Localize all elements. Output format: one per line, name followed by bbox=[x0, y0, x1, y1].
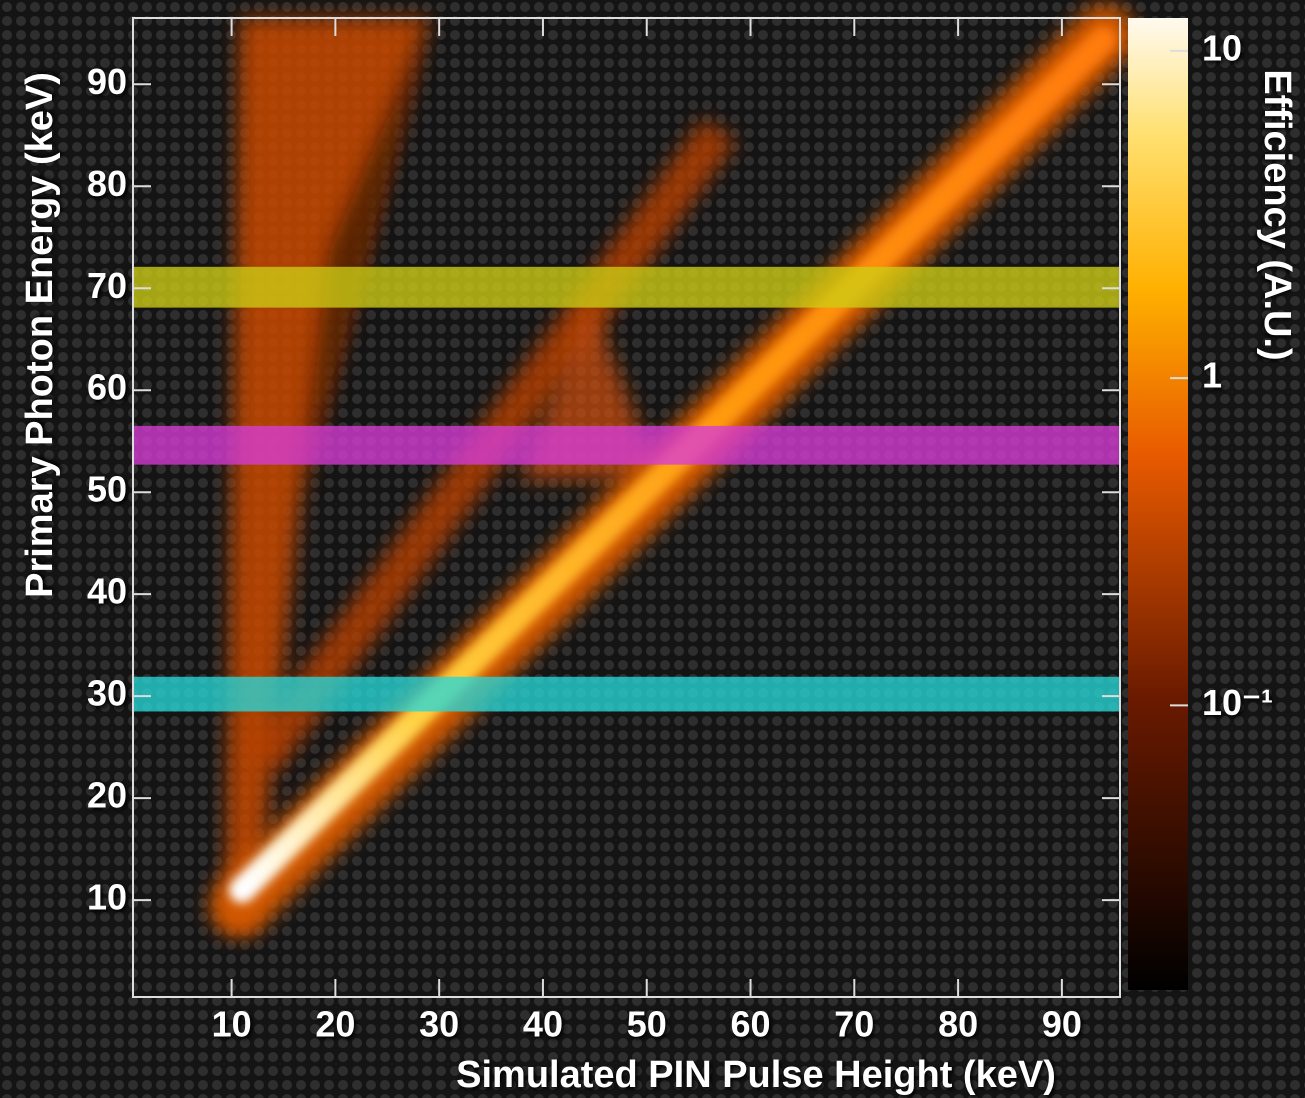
y-tick-label: 40 bbox=[87, 571, 127, 612]
highlight-band bbox=[133, 266, 1120, 308]
x-tick-label: 20 bbox=[315, 1004, 355, 1045]
y-tick-label: 10 bbox=[87, 877, 127, 918]
colorbar-tick-label: 10 bbox=[1202, 27, 1242, 68]
y-tick-label: 20 bbox=[87, 775, 127, 816]
x-tick-label: 10 bbox=[212, 1004, 252, 1045]
colorbar-title: Efficiency (A.U.) bbox=[1256, 69, 1298, 360]
x-tick-label: 60 bbox=[731, 1004, 771, 1045]
x-tick-label: 50 bbox=[627, 1004, 667, 1045]
heat-ridge bbox=[229, 27, 1116, 903]
highlight-band bbox=[133, 676, 1120, 712]
colorbar-tick-label: 1 bbox=[1202, 355, 1222, 396]
x-axis-title: Simulated PIN Pulse Height (keV) bbox=[456, 1054, 1056, 1096]
y-tick-label: 50 bbox=[87, 469, 127, 510]
x-tick-label: 30 bbox=[419, 1004, 459, 1045]
y-tick-label: 80 bbox=[87, 163, 127, 204]
x-tick-label: 80 bbox=[938, 1004, 978, 1045]
y-tick-label: 60 bbox=[87, 367, 127, 408]
y-axis-title: Primary Photon Energy (keV) bbox=[19, 72, 61, 598]
y-tick-label: 90 bbox=[87, 61, 127, 102]
x-tick-label: 90 bbox=[1042, 1004, 1082, 1045]
x-tick-label: 70 bbox=[834, 1004, 874, 1045]
x-tick-label: 40 bbox=[523, 1004, 563, 1045]
colorbar bbox=[1128, 18, 1188, 990]
highlight-band bbox=[133, 425, 1120, 465]
colorbar-tick-label: 10⁻¹ bbox=[1202, 682, 1273, 723]
heat-region bbox=[300, 18, 430, 500]
y-tick-label: 70 bbox=[87, 265, 127, 306]
y-tick-label: 30 bbox=[87, 673, 127, 714]
plot-frame bbox=[132, 17, 1121, 998]
